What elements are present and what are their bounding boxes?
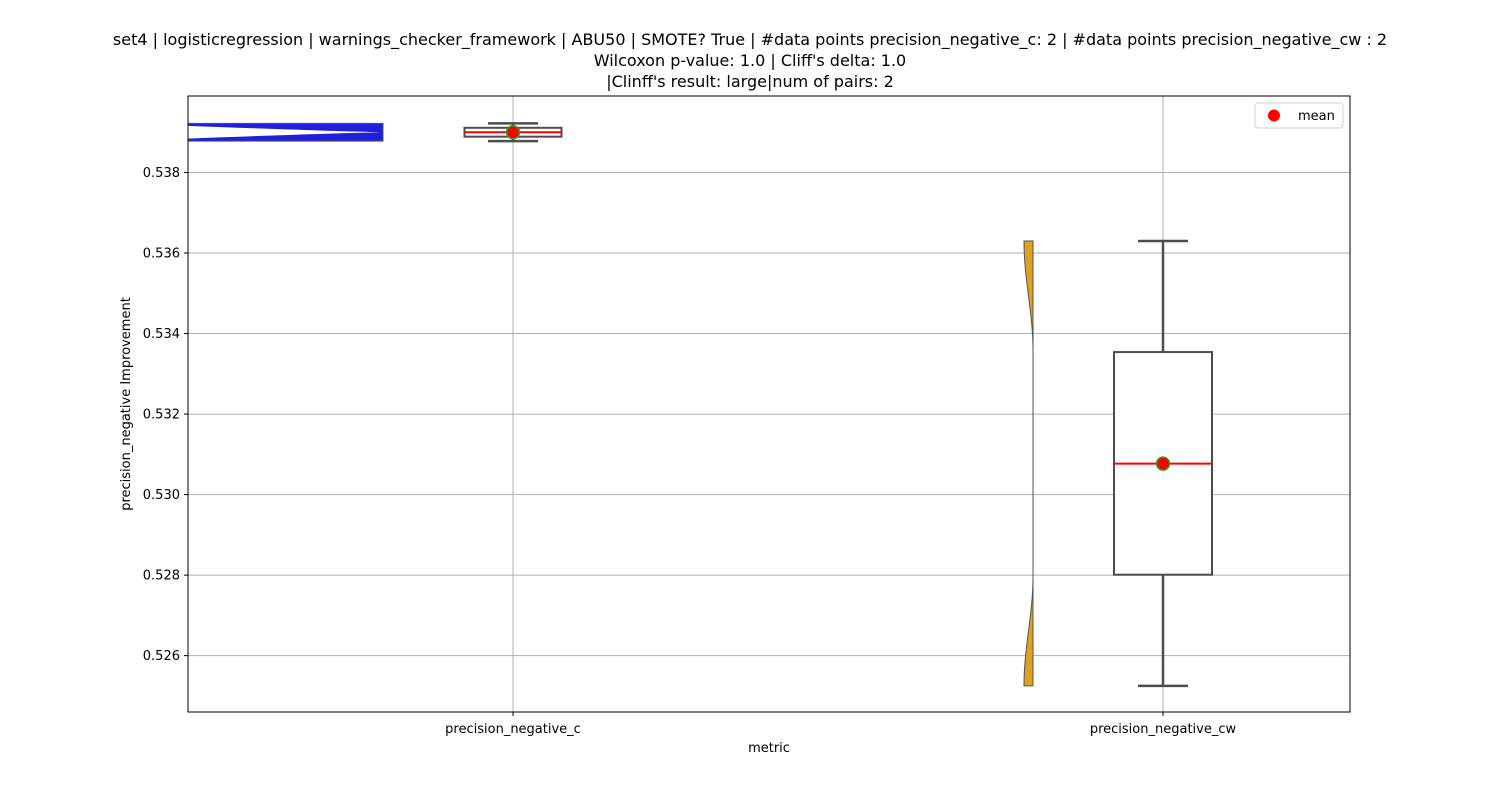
- violin-precision-negative-cw: [1023, 240, 1034, 687]
- chart-title-line-2: Wilcoxon p-value: 1.0 | Cliff's delta: 1…: [593, 51, 907, 70]
- mean-point-precision-negative-c: [505, 124, 521, 140]
- violin-precision-negative-c-inner: [188, 125, 381, 139]
- y-tick-label: 0.538: [143, 166, 180, 181]
- y-tick-label: 0.526: [143, 649, 180, 664]
- y-tick-label: 0.532: [143, 408, 180, 423]
- chart-title-line-3: |Clinff's result: large|num of pairs: 2: [606, 72, 894, 91]
- mean-point-precision-negative-cw: [1155, 456, 1171, 471]
- legend: mean: [1254, 102, 1344, 129]
- y-tick-label: 0.530: [143, 488, 180, 503]
- plot-frame: [187, 95, 1351, 713]
- x-tick-label: precision_negative_cw: [1090, 722, 1237, 737]
- y-tick-label: 0.534: [143, 327, 180, 342]
- plot-marks: [188, 122, 1213, 688]
- chart-title-line-1: set4 | logisticregression | warnings_che…: [112, 30, 1388, 49]
- legend-mean-marker: [1268, 109, 1280, 122]
- legend-frame: [1254, 102, 1344, 129]
- x-axis-label: metric: [748, 741, 790, 756]
- x-tick-label: precision_negative_c: [445, 722, 581, 737]
- y-axis-label: precision_negative Improvement: [119, 297, 134, 511]
- y-tick-label: 0.536: [143, 247, 180, 262]
- y-tick-label: 0.528: [143, 569, 180, 584]
- legend-label-mean: mean: [1298, 109, 1335, 124]
- axis-ticks: 0.526 0.528 0.530 0.532 0.534 0.536 0.538 preci…: [143, 166, 1237, 737]
